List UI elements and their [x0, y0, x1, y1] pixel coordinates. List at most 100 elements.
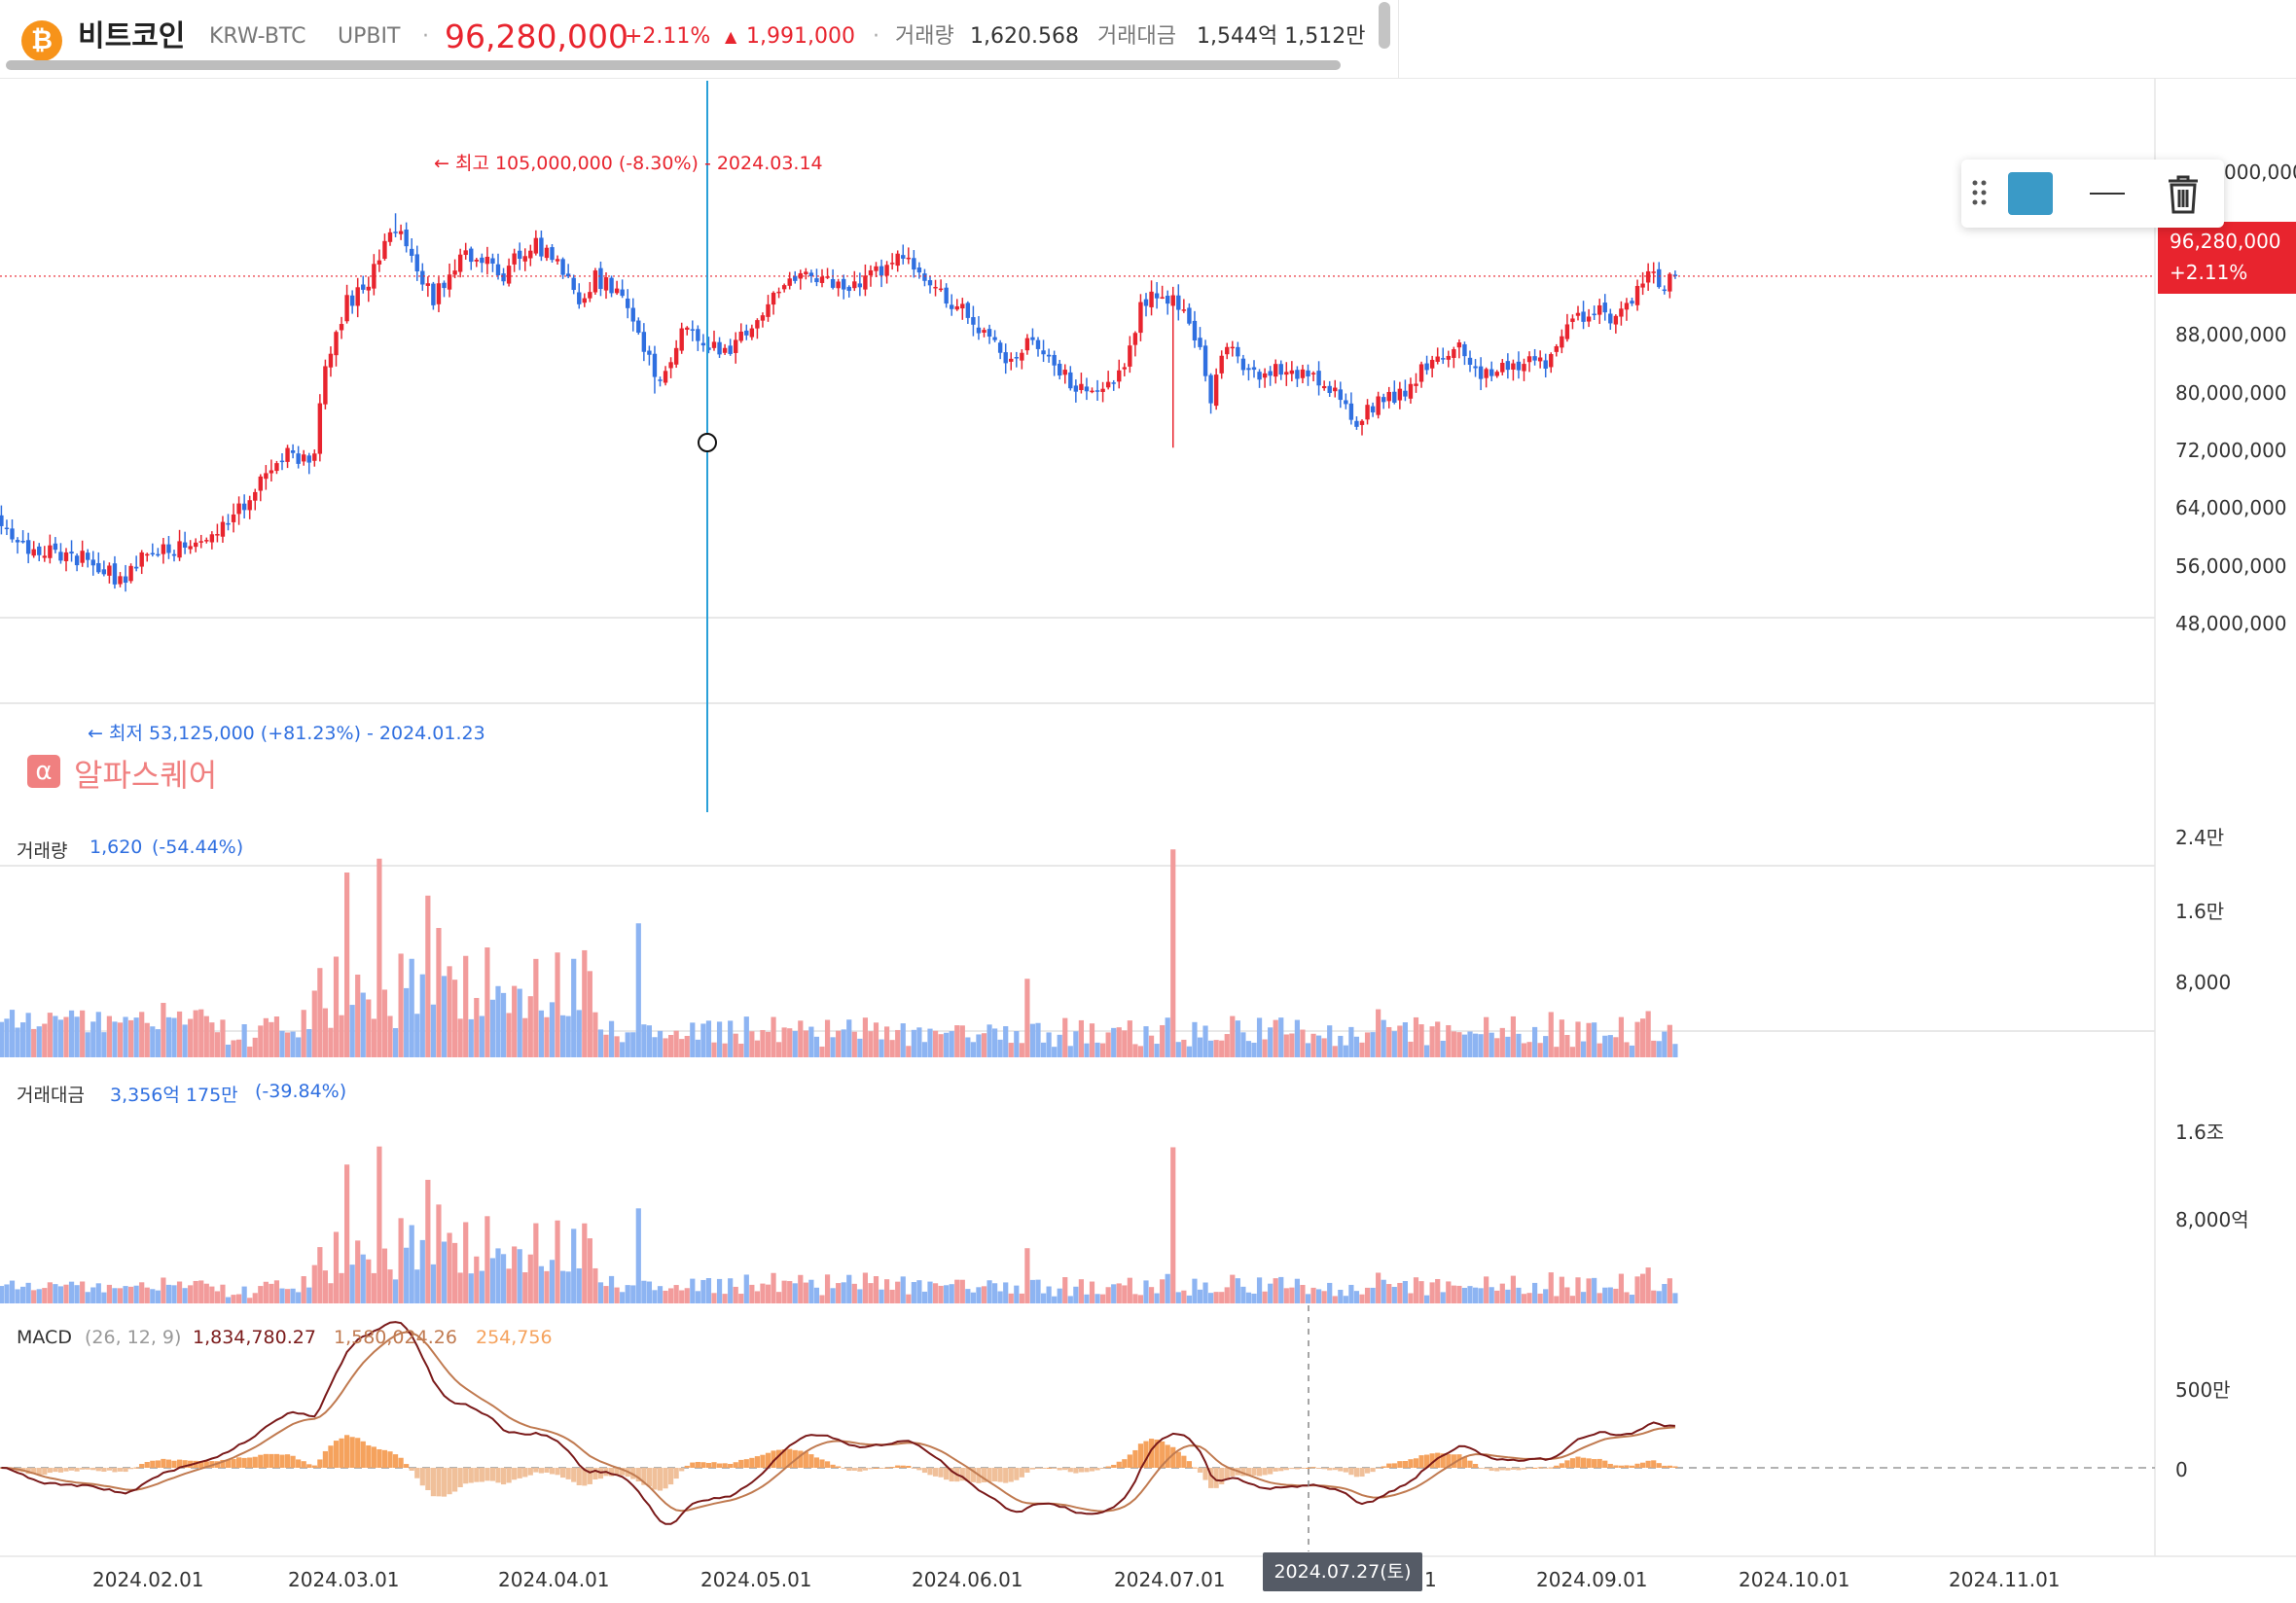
trade-value-bar	[862, 1272, 868, 1303]
trade-value-bar	[1424, 1295, 1430, 1303]
trade-value-bar	[441, 1241, 448, 1303]
candle	[204, 540, 209, 542]
trade-value-bar	[165, 1284, 172, 1303]
candle	[1608, 313, 1613, 324]
macd-histogram-bar	[479, 1468, 484, 1482]
trade-value-bar	[95, 1283, 101, 1303]
candle	[133, 566, 139, 569]
trade-value-bar	[1289, 1287, 1295, 1303]
macd-histogram-bar	[1489, 1468, 1494, 1472]
volume-bar	[819, 1046, 825, 1057]
macd-histogram-bar	[1316, 1468, 1322, 1469]
macd-histogram-bar	[592, 1468, 598, 1480]
trade-value-bar	[1040, 1293, 1047, 1303]
macd-histogram-bar	[533, 1468, 539, 1473]
macd-histogram-bar	[279, 1454, 285, 1468]
volume-bar	[792, 1031, 798, 1057]
trade-value-bar	[1154, 1293, 1160, 1303]
candle	[1100, 388, 1105, 392]
candle	[194, 542, 198, 548]
macd-histogram-bar	[1435, 1452, 1441, 1468]
coin-name[interactable]: 비트코인	[78, 19, 186, 53]
volume-bar	[646, 1025, 652, 1057]
vertical-scrollbar[interactable]	[1379, 2, 1390, 49]
volume-bar	[1429, 1026, 1435, 1057]
candle	[226, 522, 231, 525]
volume-bar	[1143, 1026, 1149, 1057]
volume-bar	[1202, 1025, 1208, 1057]
trade-value-bar	[889, 1289, 895, 1303]
volume-bar	[377, 858, 382, 1057]
macd-histogram-bar	[1089, 1468, 1095, 1472]
trade-value-bar	[53, 1284, 58, 1303]
watermark-logo-icon: α	[27, 755, 60, 788]
volume-bar	[457, 1018, 463, 1057]
candle	[1624, 303, 1630, 310]
macd-histogram-bar	[695, 1461, 700, 1468]
date-axis-tick: 2024.05.01	[700, 1568, 812, 1591]
macd-histogram-bar	[47, 1468, 53, 1474]
volume-bar	[1127, 1020, 1132, 1057]
macd-histogram-bar	[862, 1468, 868, 1471]
volume-bar	[944, 1032, 950, 1057]
candle	[1381, 397, 1386, 403]
trade-value-panel-value: 3,356억 175만	[110, 1085, 238, 1106]
candle	[668, 362, 673, 369]
color-swatch-button[interactable]	[2008, 172, 2053, 215]
trade-value-bar	[1057, 1288, 1062, 1303]
macd-histogram-bar	[171, 1460, 177, 1468]
candle	[1310, 373, 1316, 374]
volume-bar	[965, 1037, 971, 1057]
volume-bar	[1543, 1036, 1549, 1057]
volume-bar	[1046, 1032, 1052, 1057]
volume-bar	[571, 958, 577, 1057]
crosshair-handle[interactable]	[698, 433, 717, 452]
trade-value-bar	[1370, 1287, 1376, 1303]
volume-bar	[284, 1032, 291, 1057]
candle	[1403, 390, 1408, 397]
candle	[1300, 369, 1306, 378]
candle	[1640, 283, 1645, 288]
trash-icon[interactable]	[2169, 175, 2198, 214]
macd-histogram-bar	[296, 1459, 302, 1468]
trade-value-bar	[214, 1291, 220, 1303]
stock-chart[interactable]	[0, 78, 2296, 1603]
macd-histogram-bar	[555, 1468, 560, 1476]
volume-bar	[1435, 1021, 1441, 1057]
trade-value-bar	[349, 1265, 355, 1303]
trade-value-bar	[414, 1269, 420, 1303]
macd-histogram-bar	[776, 1449, 782, 1468]
volume-bar	[1586, 1022, 1592, 1057]
trade-value-bar	[1569, 1296, 1576, 1303]
candle	[1662, 289, 1667, 292]
candle	[992, 337, 997, 340]
candle	[42, 555, 47, 558]
macd-histogram-bar	[927, 1468, 933, 1476]
trade-value-bar	[419, 1239, 425, 1303]
trade-value-bar	[690, 1278, 696, 1303]
macd-panel-label: MACD	[17, 1327, 72, 1348]
trade-value-bar	[1219, 1292, 1225, 1303]
trade-value-bar	[117, 1288, 124, 1303]
macd-histogram-bar	[1268, 1468, 1274, 1475]
candle	[1046, 354, 1052, 357]
macd-histogram-bar	[1094, 1468, 1100, 1471]
trade-value-bar	[965, 1289, 971, 1303]
horizontal-scrollbar[interactable]	[6, 60, 1341, 70]
price-tag-value: 96,280,000	[2170, 230, 2281, 253]
macd-histogram-bar	[970, 1468, 976, 1482]
trade-value-bar	[1181, 1290, 1187, 1303]
macd-histogram-bar	[273, 1453, 280, 1468]
macd-histogram-bar	[1197, 1468, 1203, 1473]
volume-bar	[754, 1040, 760, 1057]
candle	[884, 265, 889, 276]
candle	[1240, 358, 1246, 371]
candle	[658, 379, 663, 381]
macd-histogram-bar	[1651, 1460, 1657, 1468]
candle	[982, 330, 987, 333]
macd-histogram-bar	[1256, 1468, 1263, 1477]
candle	[1359, 420, 1365, 425]
trade-value-bar	[133, 1285, 139, 1303]
drag-handle-icon[interactable]	[1972, 180, 1987, 205]
volume-bar	[889, 1040, 895, 1057]
